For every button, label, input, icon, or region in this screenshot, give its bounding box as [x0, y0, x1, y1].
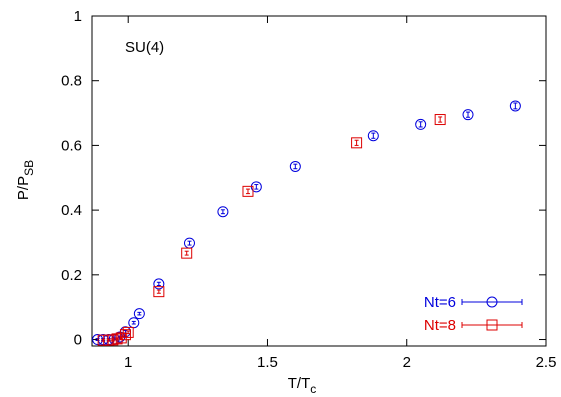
data-point: [128, 317, 140, 329]
y-tick-label: 1: [74, 8, 82, 25]
data-marks: [92, 100, 521, 346]
data-point: [153, 286, 165, 298]
legend-label: Nt=6: [424, 294, 456, 311]
y-tick-label: 0.2: [61, 267, 82, 284]
data-point: [351, 137, 363, 149]
data-point: [122, 326, 134, 338]
data-point: [367, 130, 379, 142]
y-tick-label: 0.8: [61, 73, 82, 90]
data-point: [462, 109, 474, 121]
plot-frame: [91, 15, 547, 347]
data-point: [289, 160, 301, 172]
y-tick-label: 0.4: [61, 202, 82, 219]
data-point: [133, 308, 145, 320]
data-point: [153, 278, 165, 290]
data-point: [217, 206, 229, 218]
data-point: [181, 247, 193, 259]
y-tick-label: 0: [74, 332, 82, 349]
series-1: [92, 100, 521, 346]
legend: Nt=6 Nt=8: [424, 294, 523, 334]
series-annotation: SU(4): [125, 39, 164, 56]
axis-tick-labels: 1 1.5 2 2.5 0 0.2 0.4 0.6 0.8 1: [61, 8, 556, 371]
legend-marker: [486, 296, 498, 308]
legend-item-2: Nt=8: [424, 317, 523, 334]
data-point: [509, 100, 521, 112]
x-tick-label: 1.5: [257, 354, 278, 371]
legend-item-1: Nt=6: [424, 294, 523, 311]
x-tick-label: 2.5: [536, 354, 557, 371]
x-axis-label: T/Tc: [288, 375, 317, 396]
x-tick-label: 2: [403, 354, 411, 371]
y-axis-label: P/PSB: [15, 160, 36, 200]
series-2: [97, 114, 446, 346]
data-point: [434, 114, 446, 126]
data-point: [242, 185, 254, 197]
y-tick-label: 0.6: [61, 137, 82, 154]
data-point: [415, 118, 427, 130]
x-tick-label: 1: [124, 354, 132, 371]
data-point: [119, 329, 131, 341]
legend-marker: [486, 319, 498, 331]
legend-label: Nt=8: [424, 317, 456, 334]
